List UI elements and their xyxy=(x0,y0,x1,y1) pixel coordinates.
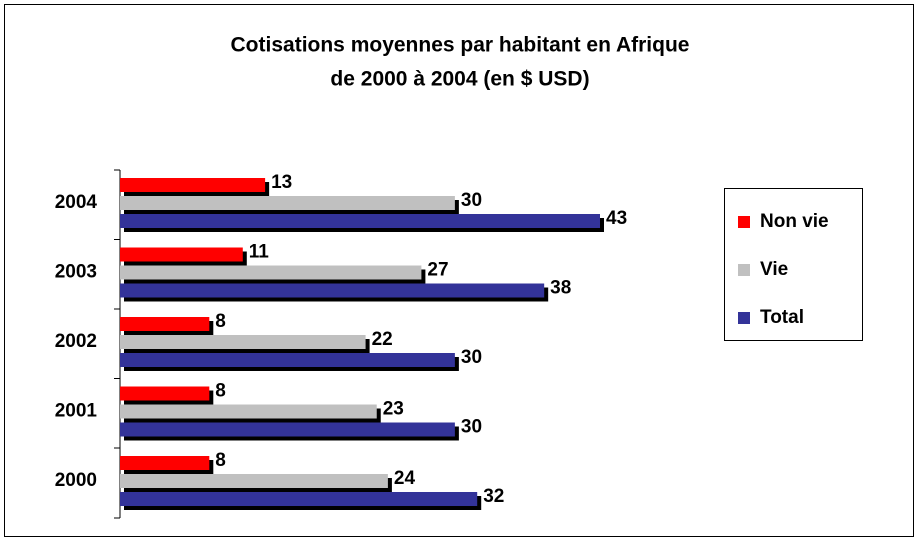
legend-label: Total xyxy=(760,307,804,328)
data-label: 23 xyxy=(383,399,404,420)
data-label: 22 xyxy=(372,329,393,350)
data-label: 30 xyxy=(461,190,482,211)
bar xyxy=(120,196,455,210)
legend-label: Non vie xyxy=(760,211,829,232)
bar xyxy=(120,353,455,367)
chart-subtitle: de 2000 à 2004 (en $ USD) xyxy=(330,68,589,91)
bar xyxy=(120,283,545,298)
data-label: 30 xyxy=(461,417,482,438)
legend-swatch xyxy=(738,312,750,324)
y-tick-label: 2004 xyxy=(55,192,98,213)
bar xyxy=(120,492,478,506)
bar xyxy=(120,404,377,419)
data-label: 30 xyxy=(461,347,482,368)
data-label: 8 xyxy=(215,311,226,332)
y-tick-label: 2003 xyxy=(55,262,97,283)
data-label: 24 xyxy=(394,468,416,489)
y-tick-label: 2002 xyxy=(55,331,97,352)
bar xyxy=(120,178,266,192)
y-tick-label: 2001 xyxy=(55,401,98,422)
bar xyxy=(120,317,210,331)
legend-swatch xyxy=(738,216,750,228)
data-label: 8 xyxy=(215,381,226,402)
legend-swatch xyxy=(738,264,750,276)
legend-label: Vie xyxy=(760,259,788,280)
bar xyxy=(120,265,422,280)
data-label: 11 xyxy=(249,242,270,263)
bar xyxy=(120,474,388,488)
chart-title: Cotisations moyennes par habitant en Afr… xyxy=(231,34,690,57)
bar xyxy=(120,456,210,470)
bar xyxy=(120,422,455,437)
data-label: 27 xyxy=(427,260,448,281)
bar xyxy=(120,247,243,262)
bar xyxy=(120,335,366,349)
data-label: 8 xyxy=(215,450,226,471)
y-tick-label: 2000 xyxy=(55,470,97,491)
data-label: 38 xyxy=(550,278,571,299)
data-label: 13 xyxy=(271,172,292,193)
bar xyxy=(120,214,600,228)
data-label: 43 xyxy=(606,208,627,229)
bar xyxy=(120,386,210,401)
data-label: 32 xyxy=(483,486,504,507)
